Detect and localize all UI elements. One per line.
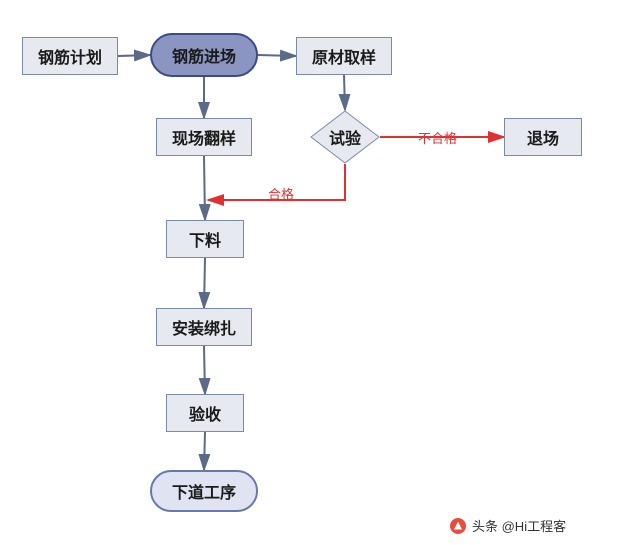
edge-sample-test xyxy=(344,75,345,110)
node-label: 现场翻样 xyxy=(172,125,236,149)
watermark: 头条 @Hi工程客 xyxy=(450,516,566,535)
node-plan: 钢筋计划 xyxy=(22,37,118,75)
node-label: 原材取样 xyxy=(312,44,376,68)
node-label: 试验 xyxy=(329,125,361,149)
node-label: 退场 xyxy=(527,125,559,149)
edge-cut-tie xyxy=(204,258,205,308)
node-sample: 原材取样 xyxy=(296,37,392,75)
edges-layer xyxy=(0,0,624,545)
node-label: 下料 xyxy=(189,227,221,251)
node-cut: 下料 xyxy=(166,220,244,258)
node-accept: 验收 xyxy=(166,394,244,432)
node-label: 钢筋进场 xyxy=(172,43,236,67)
watermark-text: 头条 @Hi工程客 xyxy=(472,516,566,535)
node-next: 下道工序 xyxy=(150,470,258,512)
node-enter: 钢筋进场 xyxy=(150,33,258,77)
node-exit: 退场 xyxy=(504,118,582,156)
edge-label-test-cut: 合格 xyxy=(268,184,294,203)
node-test: 试验 xyxy=(310,110,380,164)
flowchart-canvas: 钢筋计划 钢筋进场 原材取样现场翻样 试验 退场下料安装绑扎验收下道工序 不合格合格 头条… xyxy=(0,0,624,545)
edge-plan-enter xyxy=(118,55,150,56)
toutiao-icon xyxy=(450,518,466,534)
edge-tie-accept xyxy=(204,346,205,394)
node-label: 验收 xyxy=(189,401,221,425)
node-layout: 现场翻样 xyxy=(156,118,252,156)
edge-layout-cut xyxy=(204,156,205,220)
node-label: 钢筋计划 xyxy=(38,44,102,68)
node-label: 安装绑扎 xyxy=(172,315,236,339)
node-tie: 安装绑扎 xyxy=(156,308,252,346)
node-label: 下道工序 xyxy=(172,479,236,503)
edge-label-test-exit: 不合格 xyxy=(418,128,457,147)
edge-enter-sample xyxy=(258,55,296,56)
edge-accept-next xyxy=(204,432,205,470)
